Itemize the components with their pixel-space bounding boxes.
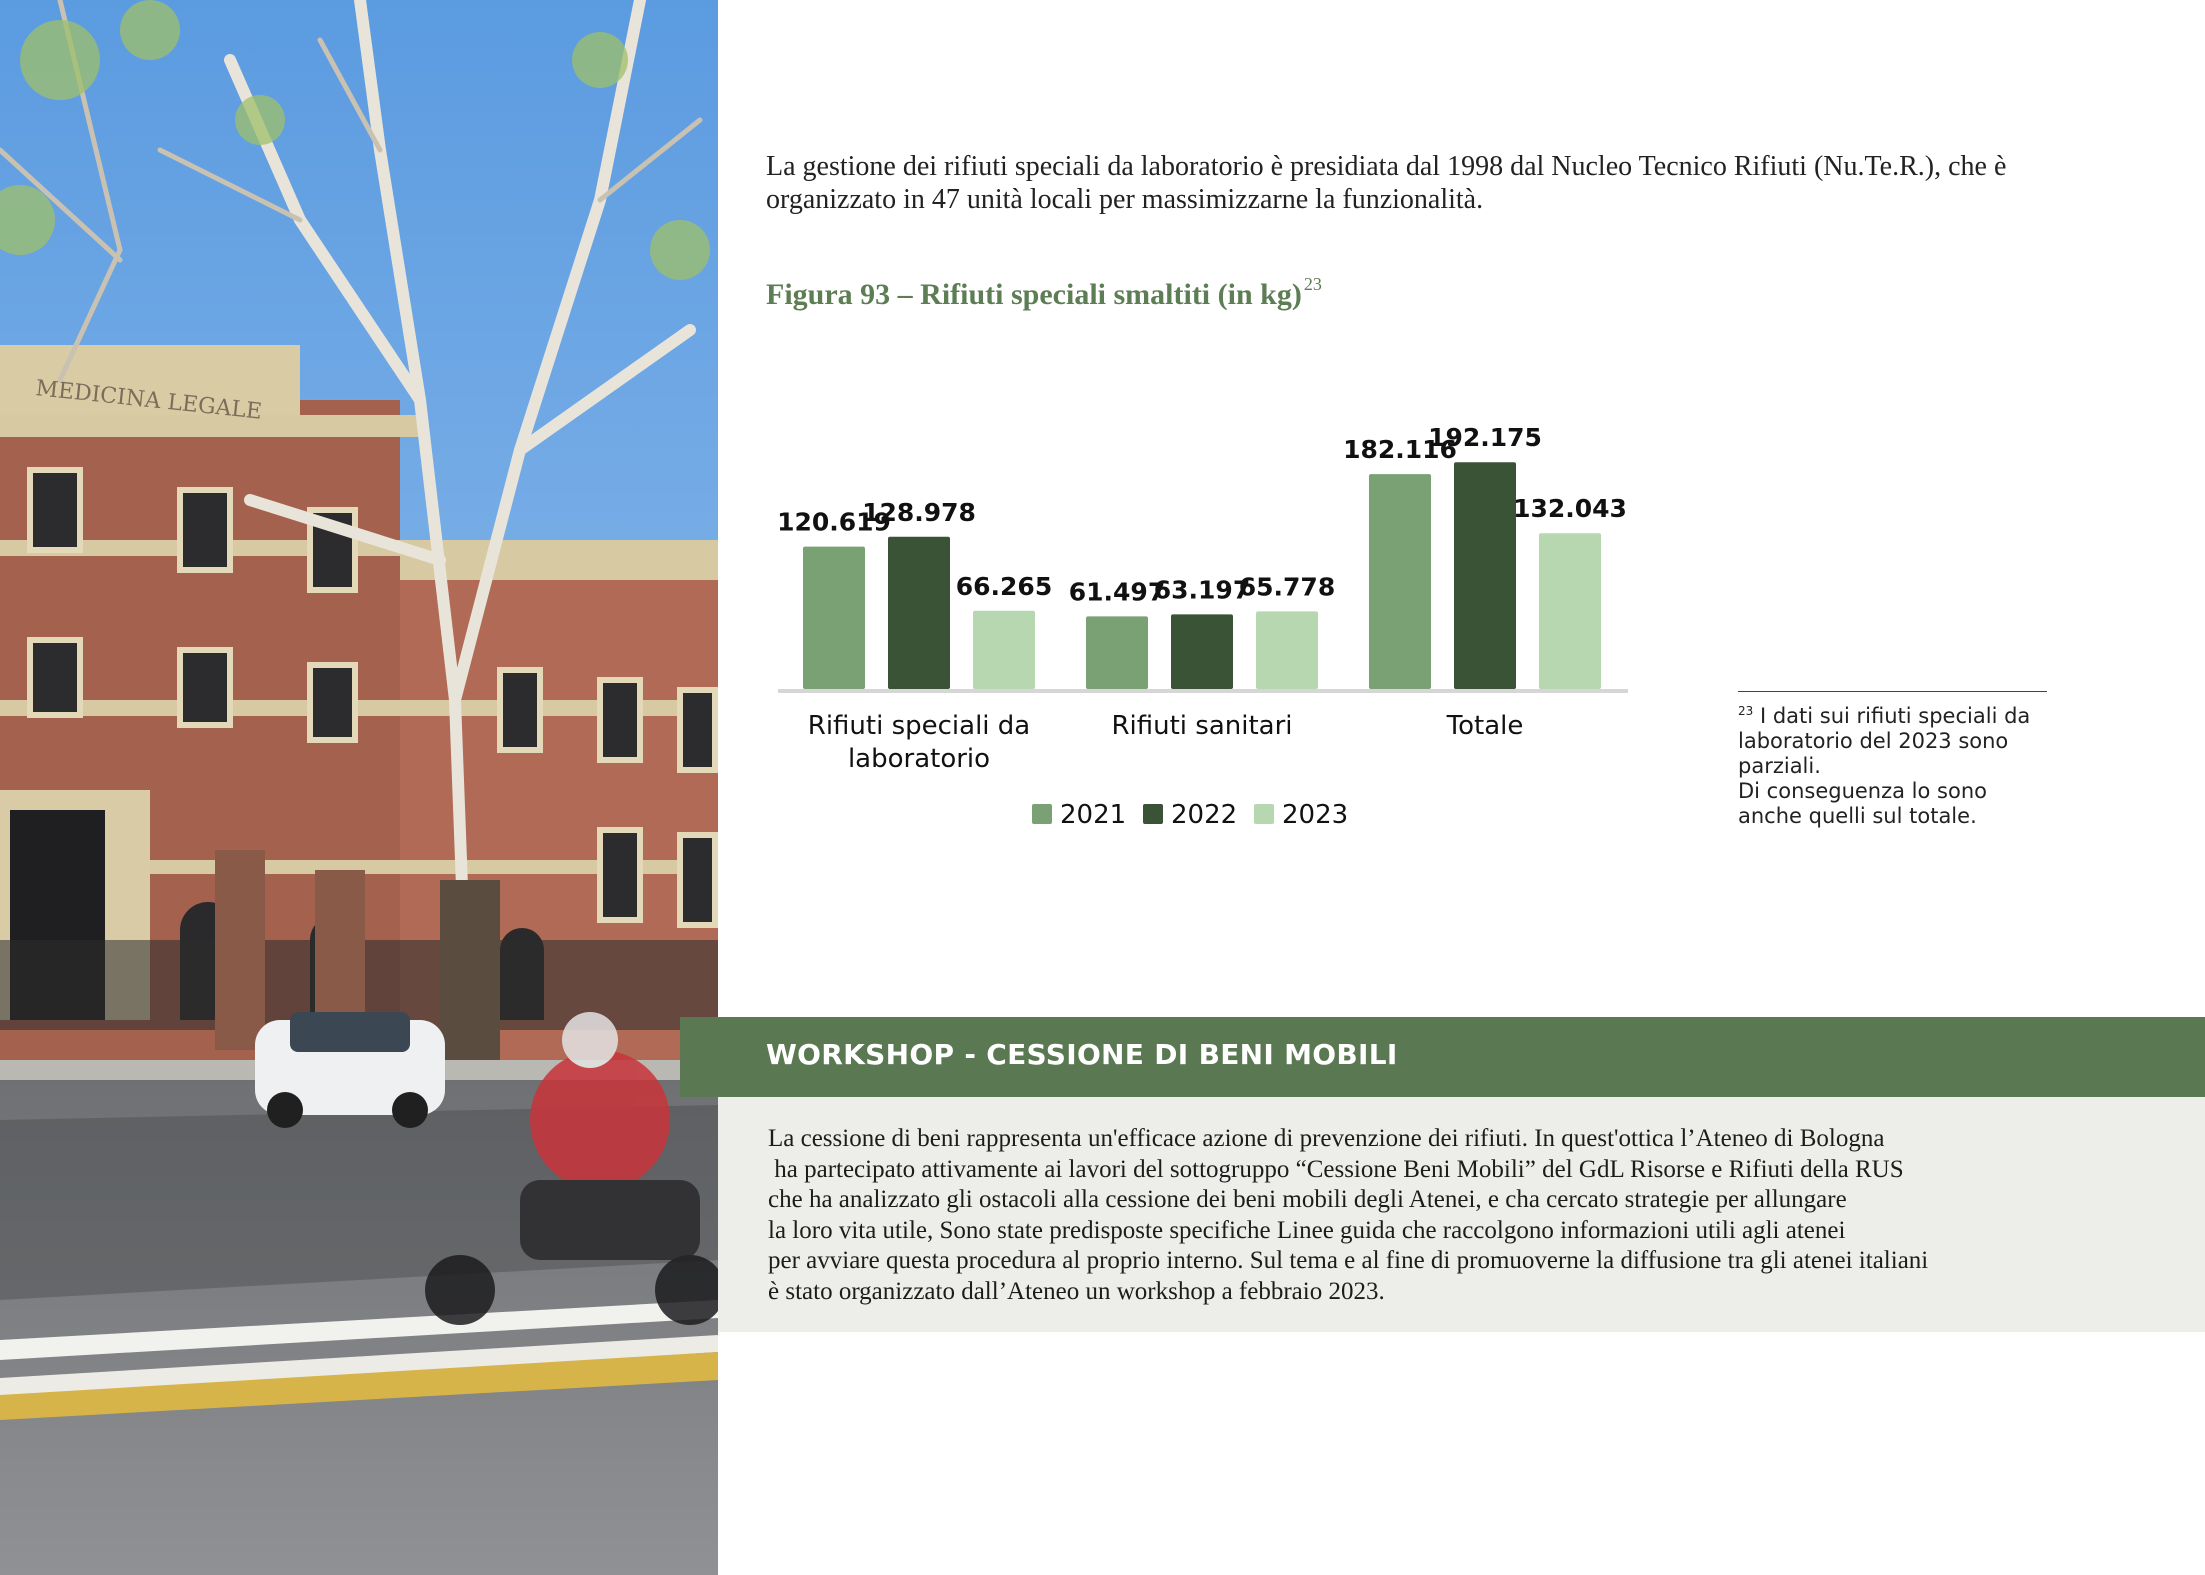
bar-2023-2 [1539, 533, 1601, 689]
footnote-reference: 23 [1303, 274, 1322, 294]
university-building-photo: MEDICINA LEGALE [0, 0, 718, 1575]
bar-2022-2 [1454, 462, 1516, 689]
bar-value-label: 120.619 [777, 508, 891, 537]
intro-line: organizzato in 47 unità locali per massi… [766, 184, 1484, 215]
workshop-header-band [680, 1017, 2205, 1097]
bar-2023-1 [1256, 611, 1318, 689]
footnote-rule [1738, 691, 2047, 692]
legend-label-2021: 2021 [1060, 800, 1126, 830]
bar-2022-1 [1171, 614, 1233, 689]
workshop-panel [718, 1097, 2205, 1332]
bar-2023-0 [973, 610, 1035, 689]
bar-value-label: 61.497 [1069, 577, 1165, 606]
legend-swatch-2023 [1254, 804, 1274, 824]
legend-label-2023: 2023 [1282, 800, 1348, 830]
footnote-number: 23 [1738, 704, 1754, 718]
bar-value-label: 65.778 [1239, 572, 1335, 601]
bar-value-label: 63.197 [1154, 575, 1250, 604]
footnote: 23 I dati sui rifiuti speciali da labora… [1738, 699, 2068, 829]
bar-value-label: 192.175 [1428, 423, 1542, 452]
footnote-line: anche quelli sul totale. [1738, 804, 1977, 828]
bar-2021-0 [803, 546, 865, 689]
footnote-line: parziali. [1738, 754, 1821, 778]
category-label: Rifiuti sanitari [1111, 711, 1292, 741]
bar-value-label: 128.978 [862, 498, 976, 527]
bar-2022-0 [888, 536, 950, 689]
workshop-title: WORKSHOP - CESSIONE DI BENI MOBILI [766, 1038, 1398, 1071]
category-label: laboratorio [848, 744, 990, 774]
bar-value-label: 132.043 [1513, 494, 1627, 523]
category-label: Rifiuti speciali da [808, 711, 1030, 741]
bar-value-label: 182.116 [1343, 435, 1457, 464]
bar-2021-1 [1086, 616, 1148, 689]
legend-swatch-2021 [1032, 804, 1052, 824]
figure-title-text: Figura 93 – Rifiuti speciali smaltiti (i… [766, 278, 1302, 311]
bar-2021-2 [1369, 474, 1431, 689]
workshop-line: la loro vita utile, Sono state predispos… [768, 1216, 1846, 1244]
workshop-paragraph: La cessione di beni rappresenta un'effic… [768, 1124, 2168, 1308]
category-label: Totale [1446, 711, 1524, 741]
footnote-line: Di conseguenza lo sono [1738, 779, 1987, 803]
workshop-line: che ha analizzato gli ostacoli alla cess… [768, 1186, 1847, 1214]
intro-line: La gestione dei rifiuti speciali da labo… [766, 151, 2007, 182]
workshop-line: ha partecipato attivamente ai lavori del… [768, 1155, 1904, 1183]
legend-swatch-2022 [1143, 804, 1163, 824]
legend-label-2022: 2022 [1171, 800, 1237, 830]
workshop-line: per avviare questa procedura al proprio … [768, 1247, 1929, 1275]
footnote-line: I dati sui rifiuti speciali da [1759, 704, 2031, 728]
figure-title: Figura 93 – Rifiuti speciali smaltiti (i… [766, 274, 1322, 312]
bar-value-label: 66.265 [956, 572, 1052, 601]
workshop-line: è stato organizzato dall’Ateneo un works… [768, 1277, 1385, 1305]
workshop-line: La cessione di beni rappresenta un'effic… [768, 1125, 1885, 1152]
intro-paragraph: La gestione dei rifiuti speciali da labo… [766, 150, 2056, 216]
footnote-line: laboratorio del 2023 sono [1738, 729, 2009, 753]
